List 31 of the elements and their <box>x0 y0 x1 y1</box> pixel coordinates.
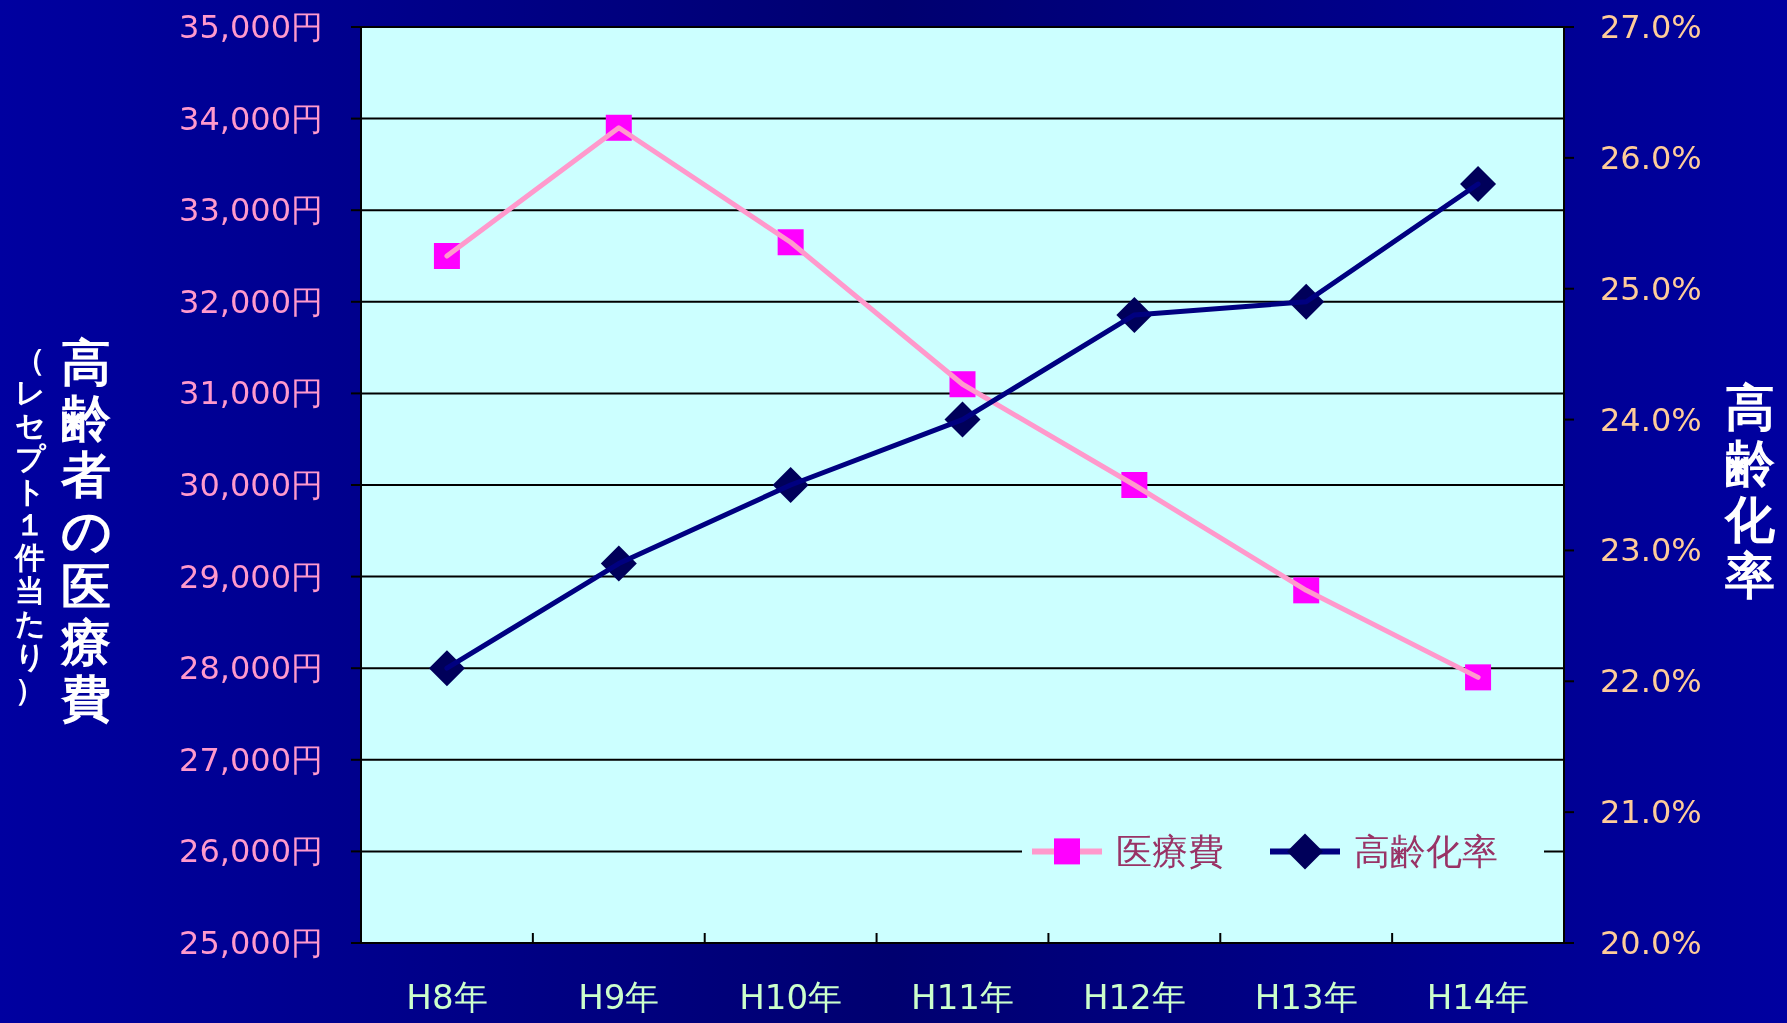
legend-label: 医療費 <box>1116 831 1224 873</box>
y-tick-label: 31,000円 <box>179 374 323 413</box>
y-tick-label: 30,000円 <box>179 466 323 504</box>
y-tick-label: 28,000円 <box>179 649 323 688</box>
y-tick-label: 26,000円 <box>179 832 323 871</box>
y-tick-label: 35,000円 <box>179 8 323 46</box>
x-tick-label: H12年 <box>1082 977 1186 1017</box>
x-tick-label: H14年 <box>1426 977 1530 1017</box>
y2-tick-label: 21.0% <box>1600 793 1702 832</box>
y2-tick-label: 24.0% <box>1600 400 1702 439</box>
y2-tick-label: 22.0% <box>1600 662 1702 701</box>
x-tick-label: H10年 <box>739 977 843 1017</box>
y-axis-title: 高齢者の医療費 <box>60 334 112 728</box>
x-tick-label: H13年 <box>1254 977 1358 1017</box>
y-tick-label: 32,000円 <box>179 282 323 321</box>
y2-tick-label: 27.0% <box>1600 8 1702 46</box>
x-tick-label: H11年 <box>911 977 1014 1017</box>
y-tick-label: 25,000円 <box>179 924 323 962</box>
y-tick-label: 33,000円 <box>179 191 323 230</box>
y2-tick-label: 20.0% <box>1600 924 1702 962</box>
y2-tick-label: 26.0% <box>1600 138 1702 177</box>
y2-tick-label: 23.0% <box>1600 531 1702 570</box>
x-tick-label: H9年 <box>578 977 660 1017</box>
y-tick-label: 27,000円 <box>179 740 323 779</box>
y2-axis-title: 高齢化率 <box>1724 379 1776 605</box>
text: （レセプト１件当たり） <box>14 342 46 707</box>
legend-label: 高齢化率 <box>1354 831 1498 873</box>
x-tick-label: H8年 <box>406 977 488 1017</box>
y-tick-label: 34,000円 <box>179 99 323 138</box>
y-tick-label: 29,000円 <box>179 557 323 596</box>
y2-tick-label: 25.0% <box>1600 269 1702 308</box>
